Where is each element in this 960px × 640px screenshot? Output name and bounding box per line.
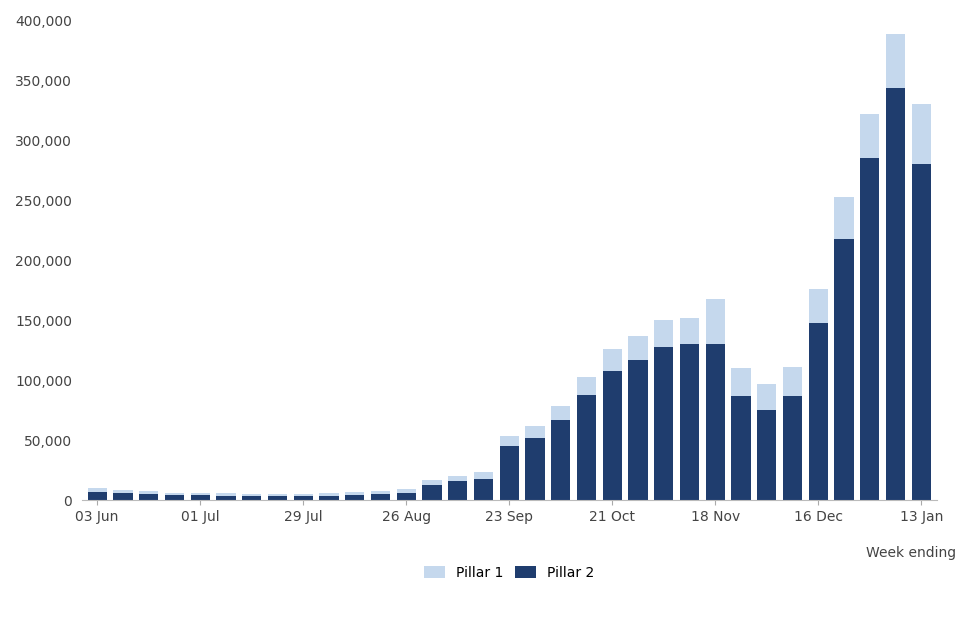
Bar: [834, 239, 853, 500]
Bar: [216, 493, 235, 495]
Bar: [706, 299, 725, 344]
Bar: [808, 289, 828, 323]
Bar: [603, 371, 622, 500]
Bar: [371, 492, 390, 494]
Bar: [396, 489, 416, 493]
Bar: [860, 114, 879, 159]
Bar: [654, 347, 673, 500]
Bar: [680, 318, 699, 344]
Bar: [757, 410, 777, 500]
Bar: [499, 446, 519, 500]
Bar: [242, 494, 261, 496]
Bar: [834, 197, 853, 239]
Bar: [474, 472, 493, 479]
Bar: [577, 377, 596, 395]
Bar: [448, 481, 468, 500]
Bar: [190, 493, 210, 495]
Bar: [422, 484, 442, 500]
Bar: [268, 494, 287, 496]
Bar: [139, 494, 158, 500]
Bar: [886, 88, 905, 500]
Bar: [242, 496, 261, 500]
Bar: [165, 495, 184, 500]
Bar: [190, 495, 210, 500]
Bar: [371, 494, 390, 500]
Bar: [216, 495, 235, 500]
Bar: [320, 493, 339, 495]
Bar: [87, 492, 107, 500]
Bar: [551, 420, 570, 500]
Bar: [422, 480, 442, 484]
Bar: [629, 336, 648, 360]
Bar: [912, 164, 931, 500]
Bar: [113, 490, 132, 493]
Bar: [603, 349, 622, 371]
Bar: [886, 34, 905, 88]
X-axis label: Week ending: Week ending: [866, 546, 956, 560]
Bar: [551, 406, 570, 420]
Bar: [294, 496, 313, 500]
Bar: [706, 344, 725, 500]
Bar: [139, 492, 158, 494]
Bar: [448, 476, 468, 481]
Bar: [396, 493, 416, 500]
Bar: [320, 495, 339, 500]
Bar: [860, 159, 879, 500]
Bar: [87, 488, 107, 492]
Bar: [345, 492, 365, 495]
Bar: [345, 495, 365, 500]
Bar: [808, 323, 828, 500]
Legend: Pillar 1, Pillar 2: Pillar 1, Pillar 2: [419, 560, 600, 585]
Bar: [782, 396, 803, 500]
Bar: [268, 496, 287, 500]
Bar: [782, 367, 803, 396]
Bar: [525, 426, 544, 438]
Bar: [294, 493, 313, 496]
Bar: [680, 344, 699, 500]
Bar: [165, 493, 184, 495]
Bar: [912, 104, 931, 164]
Bar: [757, 384, 777, 410]
Bar: [474, 479, 493, 500]
Bar: [654, 321, 673, 347]
Bar: [732, 369, 751, 396]
Bar: [499, 436, 519, 446]
Bar: [732, 396, 751, 500]
Bar: [525, 438, 544, 500]
Bar: [577, 395, 596, 500]
Bar: [629, 360, 648, 500]
Bar: [113, 493, 132, 500]
